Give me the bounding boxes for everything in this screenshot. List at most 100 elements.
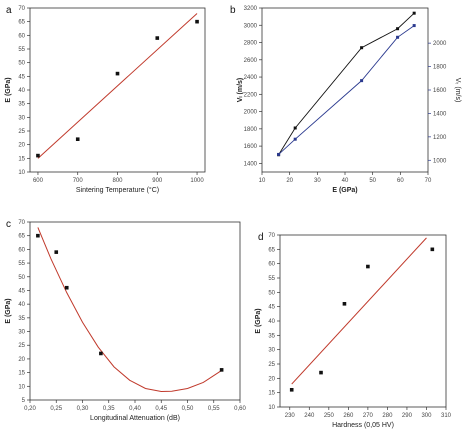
- y-tick-label: 20: [18, 143, 25, 149]
- data-point: [99, 351, 103, 356]
- plot-frame: [279, 234, 447, 408]
- y-tick-label: 70: [268, 233, 275, 239]
- y2-tick-label: 1800: [433, 65, 447, 71]
- x-tick-label: 300: [421, 413, 432, 419]
- x-tick-label: 0,35: [103, 406, 115, 412]
- y-tick-label: 15: [18, 371, 25, 377]
- data-point: [360, 79, 364, 83]
- x-tick-label: 20: [286, 178, 293, 184]
- data-point: [75, 137, 80, 141]
- data-point: [289, 388, 294, 392]
- y-axis-label: E (GPa): [5, 298, 12, 323]
- x-tick-label: 0,45: [155, 406, 167, 412]
- x-tick-label: 0,25: [50, 406, 62, 412]
- y-tick-label: 20: [18, 357, 25, 363]
- y-axis-label: Vₗ (m/s): [237, 78, 244, 103]
- y-tick-label: 40: [18, 302, 25, 308]
- panel-label-b: b: [230, 5, 236, 16]
- y2-tick-label: 2000: [433, 41, 447, 47]
- y-tick-label: 2200: [244, 92, 258, 98]
- y-tick-label: 70: [18, 6, 25, 12]
- data-point: [155, 36, 160, 40]
- x-tick-label: 900: [152, 178, 163, 184]
- panel-b: b 10 20 30 40 50 60 70 1400 1600 1800 2000 2200 2400 2…: [230, 5, 461, 194]
- x-tick-label: 290: [402, 413, 413, 419]
- y-tick-label: 45: [18, 74, 25, 80]
- data-point: [430, 247, 435, 252]
- y-axis-label: E (GPa): [255, 308, 262, 333]
- x-tick-label: 0,60: [234, 406, 246, 412]
- x-tick-label: 250: [324, 413, 335, 419]
- x-tick-label: 30: [314, 178, 321, 184]
- data-point: [195, 19, 199, 24]
- y-tick-label: 5: [22, 398, 26, 404]
- y-tick-label: 30: [18, 330, 25, 336]
- x-tick-label: 0,50: [182, 406, 194, 412]
- y-tick-label: 3200: [244, 6, 258, 12]
- y2-tick-label: 1600: [433, 88, 447, 94]
- panel-c: c 0,20 0,25 0,30 0,35 0,40 0,45 0,50 0,55 0,60 5 10…: [5, 219, 246, 422]
- y-tick-label: 2600: [244, 58, 258, 64]
- y-tick-label: 1800: [244, 127, 258, 133]
- x-tick-label: 0,55: [208, 406, 220, 412]
- y-tick-label: 50: [18, 61, 25, 67]
- panel-a: a 600 700 800 900 1000 10 15 20 25 30 35 40 45 50 55 60 6…: [5, 5, 206, 194]
- x-tick-label: 270: [363, 413, 374, 419]
- x-tick-label: 0,40: [129, 406, 141, 412]
- panel-label-d: d: [258, 232, 264, 243]
- y-tick-label: 65: [18, 20, 25, 26]
- y-tick-label: 15: [18, 156, 25, 162]
- data-point: [219, 368, 224, 372]
- data-point: [396, 27, 400, 31]
- y2-tick-label: 1000: [433, 158, 447, 164]
- y2-tick-label: 1200: [433, 135, 447, 141]
- data-point: [64, 285, 69, 290]
- data-point: [342, 302, 347, 306]
- y-tick-label: 2400: [244, 75, 258, 81]
- y-tick-label: 2800: [244, 41, 258, 47]
- data-point: [36, 233, 40, 238]
- plot-frame: [29, 221, 241, 401]
- y-tick-label: 35: [18, 102, 25, 108]
- x-tick-label: 240: [304, 413, 315, 419]
- y-tick-label: 3000: [244, 23, 258, 29]
- y-tick-label: 35: [268, 333, 275, 339]
- data-point: [412, 11, 416, 15]
- data-point: [319, 370, 323, 375]
- y-tick-label: 20: [268, 376, 275, 382]
- x-tick-label: 10: [259, 178, 266, 184]
- data-point: [115, 71, 120, 76]
- data-point: [293, 126, 297, 130]
- y-tick-label: 45: [18, 288, 25, 294]
- y-axis-label: E (GPa): [5, 77, 12, 102]
- fit-line: [37, 13, 198, 159]
- y-tick-label: 30: [18, 115, 25, 121]
- x-tick-label: 310: [441, 413, 452, 419]
- y-tick-label: 60: [268, 262, 275, 268]
- x-tick-label: 800: [112, 178, 123, 184]
- plot-frame: [29, 7, 206, 173]
- y-tick-label: 1600: [244, 144, 258, 150]
- data-point: [277, 152, 281, 156]
- panel-label-a: a: [6, 5, 12, 16]
- data-point: [366, 264, 370, 269]
- x-tick-label: 70: [425, 178, 432, 184]
- data-point: [396, 35, 400, 39]
- data-point: [293, 137, 297, 141]
- x-tick-label: 230: [285, 413, 296, 419]
- y-tick-label: 65: [18, 234, 25, 240]
- x-tick-label: 50: [369, 178, 376, 184]
- data-point: [54, 250, 59, 254]
- y-tick-label: 55: [18, 261, 25, 267]
- data-point: [360, 46, 364, 50]
- y-tick-label: 2000: [244, 110, 258, 116]
- y-tick-label: 25: [18, 343, 25, 349]
- x-tick-label: 0,30: [77, 406, 89, 412]
- data-point: [412, 24, 416, 28]
- x-axis-label: Longitudinal Attenuation (dB): [90, 415, 180, 422]
- x-tick-label: 260: [343, 413, 354, 419]
- y-tick-label: 65: [268, 247, 275, 253]
- y-tick-label: 1400: [244, 161, 258, 167]
- y-tick-label: 50: [268, 290, 275, 296]
